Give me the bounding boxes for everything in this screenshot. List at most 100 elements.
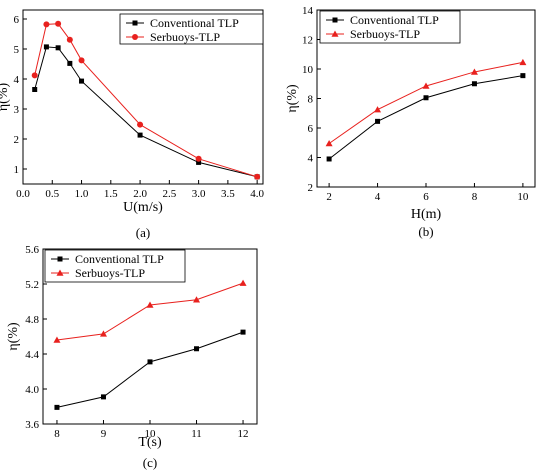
data-point <box>99 330 107 337</box>
data-point <box>374 106 382 113</box>
data-point <box>137 132 143 138</box>
data-point <box>147 359 153 365</box>
legend-marker <box>56 269 64 276</box>
x-tick-label: 1.5 <box>104 188 118 200</box>
legend-box <box>44 249 186 283</box>
x-axis-label: H(m) <box>411 207 442 222</box>
x-tick-label: 3.0 <box>192 188 206 200</box>
data-point <box>78 57 85 64</box>
legend-marker <box>57 256 63 262</box>
y-tick-label: 4.8 <box>25 314 39 326</box>
series-line-1 <box>56 282 244 341</box>
data-point <box>254 173 261 180</box>
legend-box <box>319 10 461 44</box>
legend-entry: Serbuoys-TLP <box>150 30 220 44</box>
data-point <box>375 118 381 124</box>
y-tick-label: 10 <box>302 64 314 76</box>
y-tick-label: 3 <box>14 104 20 116</box>
x-tick-label: 2 <box>326 191 332 203</box>
y-axis-label: η(%) <box>6 322 21 351</box>
legend-entry: Conventional TLP <box>75 252 164 266</box>
data-point <box>53 336 61 343</box>
data-point <box>100 394 106 400</box>
data-point <box>55 20 62 27</box>
x-tick-label: 10 <box>517 191 529 203</box>
x-tick-label: 4 <box>375 191 381 203</box>
data-point <box>137 121 144 128</box>
y-tick-label: 2 <box>14 134 20 146</box>
y-tick-label: 4 <box>308 153 314 165</box>
x-tick-label: 0.5 <box>45 188 59 200</box>
data-point <box>146 301 154 308</box>
y-tick-label: 4.0 <box>25 384 39 396</box>
y-tick-label: 8 <box>308 94 314 106</box>
y-axis-label: η(%) <box>285 84 300 113</box>
data-point <box>239 279 247 286</box>
y-tick-label: 14 <box>302 5 314 17</box>
data-point <box>196 159 202 165</box>
x-axis-label: U(m/s) <box>123 200 163 215</box>
data-point <box>471 81 477 87</box>
y-tick-label: 2 <box>308 182 314 194</box>
x-tick-label: 0.0 <box>16 188 30 200</box>
series-line-1 <box>328 61 523 144</box>
x-tick-label: 6 <box>423 191 429 203</box>
series-line-0 <box>34 46 258 178</box>
y-tick-label: 3.6 <box>25 419 39 431</box>
panel-label: (b) <box>418 224 433 239</box>
legend-marker <box>332 17 338 23</box>
legend-marker <box>132 34 138 40</box>
data-point <box>31 72 38 79</box>
legend-box <box>119 13 264 45</box>
data-point <box>67 60 73 66</box>
chart-panel-b: 2 4 6 8 10 2 4 6 8 10 12 14 H(m) η(%) (b) Conventional … <box>285 5 536 239</box>
data-point <box>326 156 332 162</box>
chart-panel-a: 0.0 0.5 1.0 1.5 2.0 2.5 3.0 3.5 4.0 1 2 3 4 5 6 U(m/s) η… <box>0 9 265 240</box>
data-point <box>240 329 246 335</box>
data-point <box>325 139 333 147</box>
data-point <box>519 58 527 66</box>
y-tick-label: 4 <box>14 74 20 86</box>
y-tick-label: 5.2 <box>25 279 39 291</box>
legend-entry: Serbuoys-TLP <box>350 27 420 41</box>
y-tick-label: 5 <box>14 44 20 56</box>
data-point <box>54 404 60 410</box>
data-point <box>194 346 200 352</box>
y-axis-label: η(%) <box>0 83 11 112</box>
data-point <box>193 296 201 303</box>
legend-entry: Conventional TLP <box>150 16 239 30</box>
series-line-0 <box>56 331 244 408</box>
legend-entry: Conventional TLP <box>350 13 439 27</box>
panel-label: (c) <box>143 455 157 470</box>
legend-marker <box>331 30 339 37</box>
x-tick-label: 2.5 <box>162 188 176 200</box>
x-tick-label: 9 <box>101 428 107 440</box>
x-tick-label: 11 <box>191 428 202 440</box>
panel-label: (a) <box>136 225 150 240</box>
x-tick-label: 8 <box>54 428 60 440</box>
y-tick-label: 5.6 <box>25 244 39 256</box>
legend-entry: Serbuoys-TLP <box>75 266 145 280</box>
chart-panel-c: 8 9 10 11 12 3.6 4.0 4.4 4.8 5.2 5.6 T(s) η(%) (c) Con… <box>6 244 258 470</box>
data-point <box>470 68 478 75</box>
y-tick-label: 4.4 <box>25 349 39 361</box>
x-tick-label: 8 <box>472 191 478 203</box>
legend-marker <box>132 20 138 26</box>
data-point <box>79 78 85 84</box>
y-tick-label: 6 <box>308 123 314 135</box>
data-point <box>66 36 73 43</box>
x-tick-label: 10 <box>145 428 157 440</box>
data-point <box>520 73 526 79</box>
x-tick-label: 1.0 <box>75 188 89 200</box>
x-axis-label: T(s) <box>138 435 162 450</box>
y-tick-label: 6 <box>14 14 20 26</box>
y-tick-label: 1 <box>14 164 20 176</box>
y-tick-label: 12 <box>302 35 313 47</box>
data-point <box>32 87 38 92</box>
data-point <box>422 82 430 89</box>
data-point <box>423 95 429 101</box>
series-line-1 <box>34 23 258 178</box>
